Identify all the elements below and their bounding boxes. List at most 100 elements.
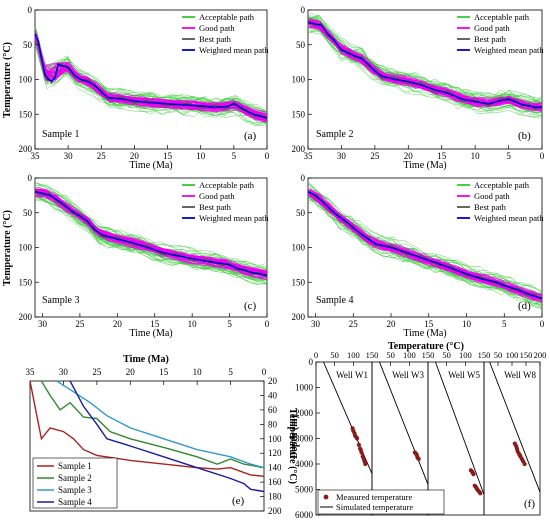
x-tick-label: 25 <box>92 367 102 377</box>
well-panel: 50 100 150 200 Well W8 <box>483 350 546 516</box>
sampled-path <box>308 200 542 310</box>
panel-label: (a) <box>244 130 257 142</box>
y-tick-label: 200 <box>292 144 306 154</box>
panel-label: (b) <box>518 130 531 142</box>
sampled-path <box>309 22 543 107</box>
legend-label: Weighted mean path <box>474 45 544 55</box>
y-tick-label: 50 <box>23 40 33 50</box>
y-tick-label: 150 <box>19 277 33 287</box>
legend-label: Best path <box>199 202 232 212</box>
sampled-path <box>34 44 266 123</box>
y-ticks: 0 50 100 150 200 <box>19 173 39 322</box>
sampled-path <box>309 195 542 300</box>
legend-label: Acceptable path <box>199 180 255 190</box>
x-tick-label: 30 <box>38 319 48 329</box>
x-tick-label: 30 <box>337 151 347 161</box>
series-line-sample-3 <box>56 380 265 469</box>
sampled-path <box>37 183 265 268</box>
series-line-sample-2 <box>40 380 265 469</box>
measured-point <box>471 472 476 477</box>
well-label: Well W1 <box>336 370 368 380</box>
y-tick-label: 0 <box>301 173 306 183</box>
x-tick-label: 15 <box>424 319 434 329</box>
x-ticks: 30 25 20 15 10 5 0 <box>38 313 270 329</box>
x-axis-label: Time (Ma) <box>403 160 446 171</box>
x-tick-label: 50 <box>494 350 503 360</box>
x-tick-label: 0 <box>262 367 267 377</box>
x-tick-label: 30 <box>64 151 74 161</box>
legend-label: Acceptable path <box>474 180 530 190</box>
x-tick-label: 150 <box>422 350 435 360</box>
y-tick-label: 120 <box>268 448 282 458</box>
weighted-mean-line <box>34 33 268 119</box>
x-tick-label: 100 <box>403 350 416 360</box>
sampled-path <box>307 189 543 296</box>
legend-label: Good path <box>199 191 235 201</box>
y-axis-label: Temperature (°C) <box>2 42 13 118</box>
y-tick-label: 0 <box>309 357 314 367</box>
series-line-sample-4 <box>69 380 265 493</box>
x-tick-label: 25 <box>97 151 107 161</box>
weighted-mean-line <box>307 191 543 299</box>
y-ticks: 0 50 100 150 200 <box>292 5 312 154</box>
sampled-path <box>34 36 266 122</box>
x-axis-label: Time (Ma) <box>129 328 172 339</box>
sampled-path <box>310 189 543 296</box>
legend-label: Acceptable path <box>199 12 255 22</box>
legend-label: Best path <box>474 34 507 44</box>
x-tick-label: 5 <box>227 319 232 329</box>
x-tick-label: 15 <box>159 367 169 377</box>
y-tick-label: 6000 <box>295 510 314 520</box>
x-axis-label: Time (Ma) <box>129 160 172 171</box>
well-label: Well W5 <box>448 370 480 380</box>
sampled-path <box>34 26 266 114</box>
legend-label: Sample 3 <box>58 485 92 495</box>
y-ticks: 0 50 100 150 200 <box>292 173 312 322</box>
x-tick-label: 150 <box>478 350 491 360</box>
x-tick-label: 35 <box>31 151 41 161</box>
x-tick-label: 0 <box>265 319 270 329</box>
y-tick-label: 50 <box>296 40 306 50</box>
y-tick-label: 100 <box>19 75 33 85</box>
panel-f: Temperature (°C) Depth (m) 0100020003000… <box>289 341 546 520</box>
sampled-path <box>36 47 266 127</box>
measured-point <box>478 491 483 496</box>
x-tick-label: 20 <box>387 319 397 329</box>
y-tick-label: 80 <box>268 419 278 429</box>
sampled-path <box>34 32 268 113</box>
legend-label: Best path <box>474 202 507 212</box>
sample-label: Sample 3 <box>42 295 80 306</box>
legend-label: Best path <box>199 34 232 44</box>
x-tick-label: 5 <box>232 151 237 161</box>
sampled-path <box>309 24 543 111</box>
x-tick-label: 10 <box>462 319 472 329</box>
x-tick-label: 10 <box>193 367 203 377</box>
y-tick-label: 20 <box>268 376 278 386</box>
x-tick-label: 150 <box>366 350 379 360</box>
x-tick-label: 150 <box>520 350 533 360</box>
legend-label: Simulated temperature <box>336 502 413 512</box>
sampled-path <box>309 24 542 111</box>
well-frame <box>483 361 541 516</box>
panel-e: 35 30 25 20 15 10 5 0 2040608010012014016018020… <box>26 354 299 516</box>
y-tick-label: 2000 <box>295 408 314 418</box>
sampled-path <box>307 20 543 107</box>
x-tick-label: 35 <box>26 367 36 377</box>
x-ticks: 30 25 20 15 10 5 0 <box>311 313 545 329</box>
x-tick-label: 5 <box>502 319 507 329</box>
x-ticks: 35 30 25 20 15 10 5 0 <box>31 145 270 161</box>
well-label: Well W3 <box>392 370 424 380</box>
measured-point <box>416 456 421 461</box>
y-ticks: 20 40 60 80 100 120 140 160 180 200 <box>260 376 282 516</box>
y-tick-label: 0 <box>28 173 33 183</box>
legend-label: Weighted mean path <box>474 213 544 223</box>
legend-label: Sample 4 <box>58 497 92 507</box>
x-tick-label: 10 <box>196 151 206 161</box>
sample-label: Sample 2 <box>316 129 354 140</box>
x-tick-label: 5 <box>506 151 511 161</box>
y-axis-label: Temperature (°C) <box>287 408 298 484</box>
x-ticks: 35 30 25 20 15 10 5 0 <box>26 367 267 385</box>
